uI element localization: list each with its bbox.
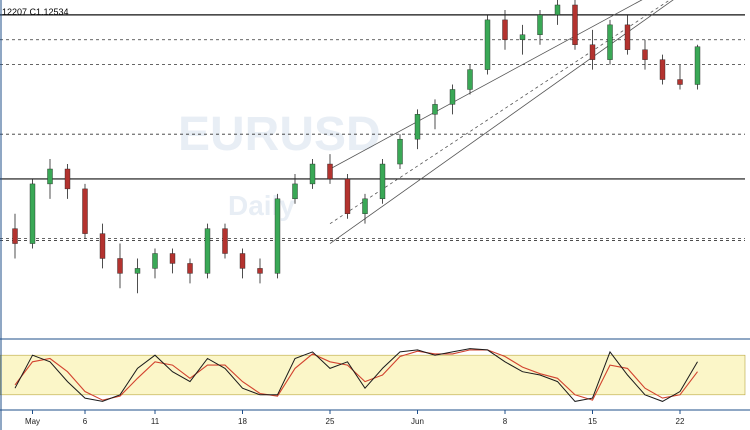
ohlc-readout: 12207 C1.12534 (2, 7, 69, 17)
candle-body (502, 19, 508, 40)
candle-body (572, 4, 578, 45)
candle-body (362, 198, 368, 214)
candle-body (309, 163, 316, 185)
candle-body (397, 138, 403, 165)
candle-body (12, 228, 18, 244)
x-tick-label: 8 (503, 417, 508, 426)
candle-body (222, 228, 228, 254)
channel-upper-line (329, 0, 643, 170)
stochastic-panel (0, 348, 746, 402)
channel-lower-line (329, 0, 674, 244)
candle-body (204, 228, 211, 274)
candle-body (607, 24, 613, 60)
x-tick-label: 18 (238, 417, 247, 426)
candle-body (659, 59, 666, 80)
candles (12, 0, 701, 294)
candle-body (134, 268, 141, 274)
candle-body (519, 34, 526, 40)
x-tick-label: 11 (151, 417, 160, 426)
watermark-subtitle: Daily (228, 190, 295, 221)
candle-body (152, 253, 158, 269)
candle-body (82, 188, 88, 234)
candle-body (449, 89, 456, 105)
price-levels (0, 14, 745, 241)
candle-body (484, 19, 491, 70)
candle-body (64, 168, 71, 190)
trend-channel (329, 0, 674, 244)
candle-body (537, 14, 543, 35)
candle-body (694, 46, 701, 85)
candle-body (274, 198, 281, 274)
candle-body (327, 163, 333, 180)
candle-body (47, 168, 53, 185)
x-tick-label: 22 (676, 417, 685, 426)
candle-body (624, 24, 631, 50)
channel-mid-line (329, 0, 671, 225)
candle-body (29, 183, 36, 244)
candle-body (677, 79, 683, 85)
candle-body (589, 44, 596, 60)
candle-body (414, 114, 421, 140)
candle-body (99, 233, 106, 259)
candle-body (239, 253, 246, 269)
candle-body (432, 104, 438, 115)
stochastic-k-line (14, 348, 698, 402)
candle-body (117, 258, 123, 274)
candle-body (642, 49, 648, 60)
candle-body (257, 268, 263, 274)
candle-body (379, 163, 386, 200)
x-tick-label: 6 (83, 417, 88, 426)
candle-body (169, 253, 176, 264)
x-tick-label: 25 (326, 417, 335, 426)
candle-body (467, 69, 473, 90)
candle-body (187, 263, 193, 274)
x-tick-label: Jun (411, 417, 424, 426)
stochastic-d-line (14, 349, 698, 401)
candle-body (344, 178, 351, 214)
x-tick-label: 15 (588, 417, 597, 426)
candle-body (292, 183, 298, 200)
x-tick-label: May (25, 417, 40, 426)
candle-body (554, 4, 561, 16)
